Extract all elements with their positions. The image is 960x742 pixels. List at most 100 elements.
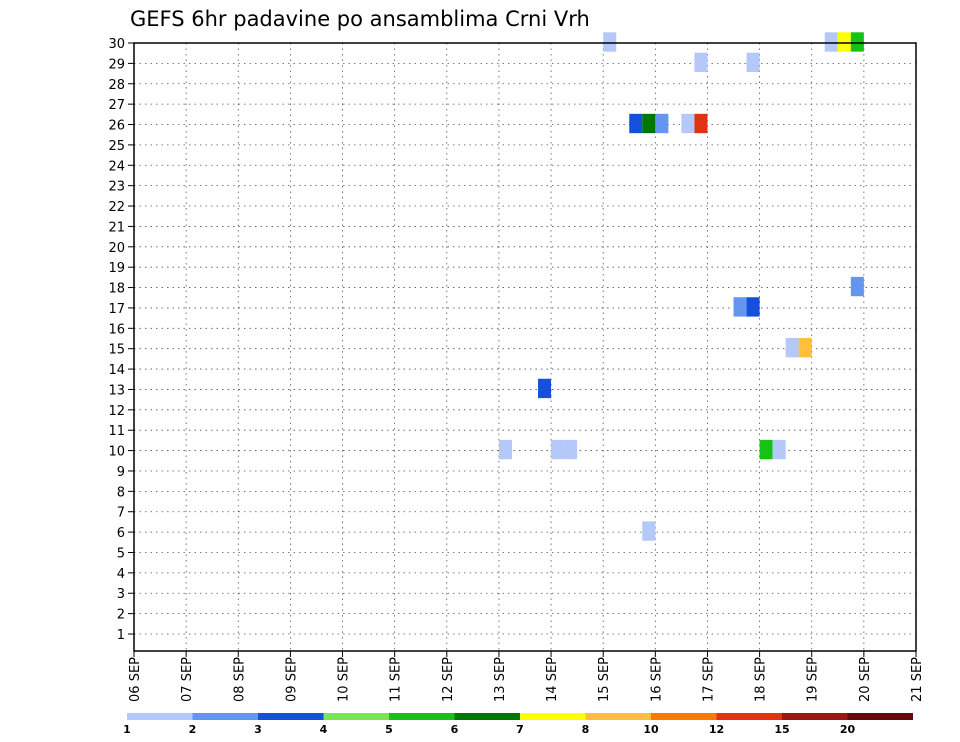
legend-label: 20 bbox=[840, 723, 856, 736]
y-tick-label: 13 bbox=[108, 383, 125, 398]
precip-cell bbox=[694, 113, 708, 134]
y-tick-label: 26 bbox=[108, 119, 125, 134]
precip-cell bbox=[694, 52, 708, 73]
legend-swatch bbox=[454, 713, 520, 720]
legend-swatch bbox=[585, 713, 651, 720]
legend-label: 15 bbox=[774, 723, 789, 736]
plot-frame bbox=[133, 42, 917, 652]
precip-cell bbox=[772, 439, 786, 460]
y-tick-label: 1 bbox=[117, 628, 125, 643]
legend-label: 5 bbox=[385, 723, 393, 736]
legend-swatch bbox=[192, 713, 258, 720]
y-tick-label: 23 bbox=[108, 180, 125, 195]
y-tick-label: 25 bbox=[108, 139, 125, 154]
precip-cell bbox=[655, 113, 669, 134]
y-tick-label: 19 bbox=[108, 261, 125, 276]
y-tick-label: 28 bbox=[108, 78, 125, 93]
precip-cell bbox=[564, 439, 578, 460]
y-tick-label: 11 bbox=[108, 424, 125, 439]
legend-label: 1 bbox=[123, 723, 131, 736]
x-tick-label: 06 SEP bbox=[128, 657, 143, 702]
x-tick-label: 16 SEP bbox=[649, 657, 664, 702]
precip-cell bbox=[798, 337, 812, 358]
y-tick-label: 16 bbox=[108, 322, 125, 337]
x-tick-label: 10 SEP bbox=[337, 657, 352, 702]
y-tick-label: 7 bbox=[117, 506, 125, 521]
y-tick-label: 9 bbox=[117, 465, 125, 480]
legend-label: 10 bbox=[643, 723, 659, 736]
y-tick-label: 30 bbox=[108, 37, 125, 52]
x-tick-label: 18 SEP bbox=[754, 657, 769, 702]
y-tick-label: 4 bbox=[117, 567, 125, 582]
legend-label: 3 bbox=[254, 723, 262, 736]
x-axis: 06 SEP 07 SEP 08 SEP 09 SEP 10 SEP 11 SEP 12 S… bbox=[128, 651, 925, 702]
x-tick-label: 17 SEP bbox=[701, 657, 716, 702]
x-tick-label: 12 SEP bbox=[441, 657, 456, 702]
legend-swatch bbox=[258, 713, 324, 720]
legend-swatch bbox=[389, 713, 455, 720]
legend-swatch bbox=[651, 713, 717, 720]
legend-swatch bbox=[127, 713, 193, 720]
chart-title: GEFS 6hr padavine po ansamblima Crni Vrh bbox=[130, 7, 590, 31]
precip-cell bbox=[746, 52, 760, 73]
precip-cell bbox=[538, 378, 552, 399]
y-tick-label: 5 bbox=[117, 546, 125, 561]
precip-cell bbox=[850, 32, 864, 52]
precip-cell bbox=[850, 276, 864, 297]
x-tick-label: 09 SEP bbox=[284, 657, 299, 702]
y-tick-label: 6 bbox=[117, 526, 125, 541]
precip-cell bbox=[824, 32, 838, 52]
y-tick-label: 21 bbox=[108, 220, 125, 235]
y-tick-label: 2 bbox=[117, 608, 125, 623]
x-tick-label: 11 SEP bbox=[389, 657, 404, 702]
y-tick-label: 10 bbox=[108, 445, 125, 460]
x-tick-label: 14 SEP bbox=[545, 657, 560, 702]
x-tick-label: 15 SEP bbox=[597, 657, 612, 702]
precip-cell bbox=[551, 439, 565, 460]
precip-cell bbox=[642, 521, 656, 541]
legend-label: 8 bbox=[582, 723, 590, 736]
precip-cell bbox=[837, 32, 851, 52]
legend-label: 4 bbox=[320, 723, 328, 736]
precip-cell bbox=[603, 32, 617, 52]
x-tick-label: 21 SEP bbox=[910, 657, 925, 702]
precip-cell bbox=[681, 113, 695, 134]
x-tick-label: 07 SEP bbox=[180, 657, 195, 702]
x-tick-label: 20 SEP bbox=[858, 657, 873, 702]
precip-cell bbox=[746, 297, 760, 317]
legend-swatch bbox=[520, 713, 586, 720]
legend-label: 6 bbox=[451, 723, 459, 736]
legend-swatch bbox=[782, 713, 848, 720]
x-tick-label: 13 SEP bbox=[493, 657, 508, 702]
x-tick-label: 08 SEP bbox=[232, 657, 247, 702]
precip-cell bbox=[733, 297, 747, 317]
y-tick-label: 14 bbox=[108, 363, 125, 378]
legend-swatch bbox=[847, 713, 913, 720]
x-tick-label: 19 SEP bbox=[806, 657, 821, 702]
precip-cell bbox=[498, 439, 512, 460]
precip-cell bbox=[759, 439, 773, 460]
y-tick-label: 3 bbox=[117, 587, 125, 602]
precip-cell bbox=[785, 337, 799, 358]
legend-label: 2 bbox=[189, 723, 197, 736]
y-axis: 1234567891011121314151617181920212223242… bbox=[108, 37, 134, 643]
precipitation-cells bbox=[498, 32, 864, 541]
legend-label: 12 bbox=[709, 723, 724, 736]
y-tick-label: 20 bbox=[108, 241, 125, 256]
legend-swatch bbox=[716, 713, 782, 720]
legend-swatch bbox=[323, 713, 389, 720]
precip-cell bbox=[642, 113, 656, 134]
y-tick-label: 18 bbox=[108, 282, 125, 297]
y-tick-label: 17 bbox=[108, 302, 125, 317]
y-tick-label: 29 bbox=[108, 57, 125, 72]
y-tick-label: 12 bbox=[108, 404, 125, 419]
y-tick-label: 27 bbox=[108, 98, 125, 113]
y-tick-label: 22 bbox=[108, 200, 125, 215]
legend-label: 7 bbox=[516, 723, 524, 736]
precip-cell bbox=[629, 113, 643, 134]
y-tick-label: 15 bbox=[108, 343, 125, 358]
y-tick-label: 8 bbox=[117, 485, 125, 500]
y-tick-label: 24 bbox=[108, 159, 125, 174]
color-legend: 1 2 3 4 5 6 7 8 10 12 15 20 bbox=[123, 713, 913, 736]
